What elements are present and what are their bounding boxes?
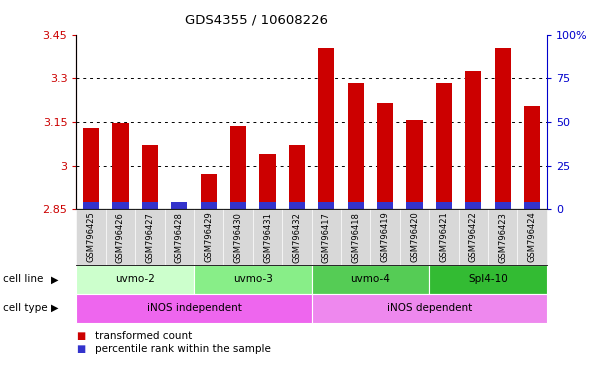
Bar <box>83 128 99 209</box>
Bar <box>289 145 305 209</box>
Text: transformed count: transformed count <box>95 331 192 341</box>
Bar <box>112 202 128 209</box>
Bar <box>465 71 481 209</box>
Bar <box>83 202 99 209</box>
Text: uvmo-2: uvmo-2 <box>115 274 155 285</box>
Bar <box>260 202 276 209</box>
Bar <box>112 123 128 209</box>
Text: GSM796428: GSM796428 <box>175 212 184 263</box>
Bar <box>436 202 452 209</box>
Text: iNOS independent: iNOS independent <box>147 303 241 313</box>
Text: GSM796431: GSM796431 <box>263 212 272 263</box>
Text: GSM796422: GSM796422 <box>469 212 478 263</box>
Text: GSM796430: GSM796430 <box>233 212 243 263</box>
Bar <box>142 145 158 209</box>
Bar <box>200 202 217 209</box>
Text: GSM796419: GSM796419 <box>381 212 390 263</box>
Bar <box>200 174 217 209</box>
Text: GSM796418: GSM796418 <box>351 212 360 263</box>
Text: uvmo-3: uvmo-3 <box>233 274 273 285</box>
Bar <box>436 83 452 209</box>
Bar <box>318 202 334 209</box>
Bar <box>406 202 423 209</box>
Text: ▶: ▶ <box>51 274 58 285</box>
Text: GDS4355 / 10608226: GDS4355 / 10608226 <box>185 13 328 26</box>
Bar <box>495 48 511 209</box>
Bar <box>230 126 246 209</box>
Bar <box>260 154 276 209</box>
Bar <box>171 202 188 209</box>
Bar <box>230 202 246 209</box>
Text: GSM796429: GSM796429 <box>204 212 213 263</box>
Text: cell type: cell type <box>3 303 48 313</box>
Text: GSM796427: GSM796427 <box>145 212 155 263</box>
Bar <box>171 202 188 209</box>
Text: uvmo-4: uvmo-4 <box>351 274 390 285</box>
Text: iNOS dependent: iNOS dependent <box>387 303 472 313</box>
Bar <box>318 48 334 209</box>
Text: GSM796421: GSM796421 <box>439 212 448 263</box>
Text: GSM796423: GSM796423 <box>498 212 507 263</box>
Text: ▶: ▶ <box>51 303 58 313</box>
Text: Spl4-10: Spl4-10 <box>468 274 508 285</box>
Bar <box>465 202 481 209</box>
Bar <box>524 202 540 209</box>
Text: GSM796432: GSM796432 <box>293 212 301 263</box>
Bar <box>348 202 364 209</box>
Text: GSM796426: GSM796426 <box>116 212 125 263</box>
Bar <box>495 202 511 209</box>
Bar <box>289 202 305 209</box>
Text: GSM796417: GSM796417 <box>322 212 331 263</box>
Text: ■: ■ <box>76 331 86 341</box>
Text: GSM796424: GSM796424 <box>528 212 536 263</box>
Bar <box>142 202 158 209</box>
Text: cell line: cell line <box>3 274 43 285</box>
Text: percentile rank within the sample: percentile rank within the sample <box>95 344 271 354</box>
Text: ■: ■ <box>76 344 86 354</box>
Bar <box>348 83 364 209</box>
Bar <box>406 121 423 209</box>
Bar <box>377 103 393 209</box>
Bar <box>377 202 393 209</box>
Text: GSM796420: GSM796420 <box>410 212 419 263</box>
Bar <box>524 106 540 209</box>
Text: GSM796425: GSM796425 <box>87 212 95 263</box>
